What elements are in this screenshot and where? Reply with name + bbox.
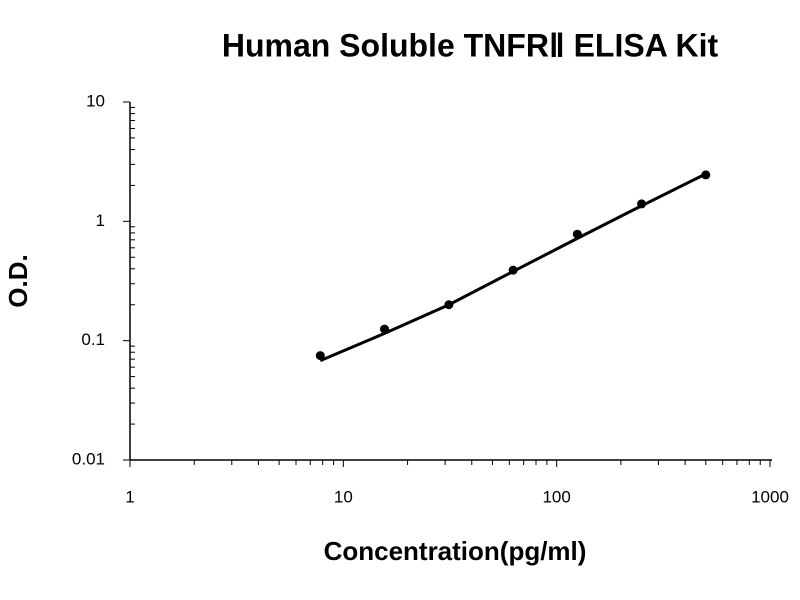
x-tick-label: 1000	[751, 487, 789, 506]
y-tick-label: 0.01	[72, 449, 105, 468]
data-point	[315, 351, 325, 361]
y-tick-label: 10	[86, 91, 105, 110]
x-tick-label: 1	[125, 487, 134, 506]
chart-title: Human Soluble TNFRⅡ ELISA Kit	[222, 27, 719, 63]
x-tick-label: 100	[542, 487, 570, 506]
x-tick-label: 10	[334, 487, 353, 506]
y-axis-label: O.D.	[3, 254, 33, 307]
x-axis-label: Concentration(pg/ml)	[324, 536, 587, 566]
y-tick-label: 0.1	[81, 330, 105, 349]
y-tick-label: 1	[96, 211, 105, 230]
fit-line	[319, 172, 707, 363]
